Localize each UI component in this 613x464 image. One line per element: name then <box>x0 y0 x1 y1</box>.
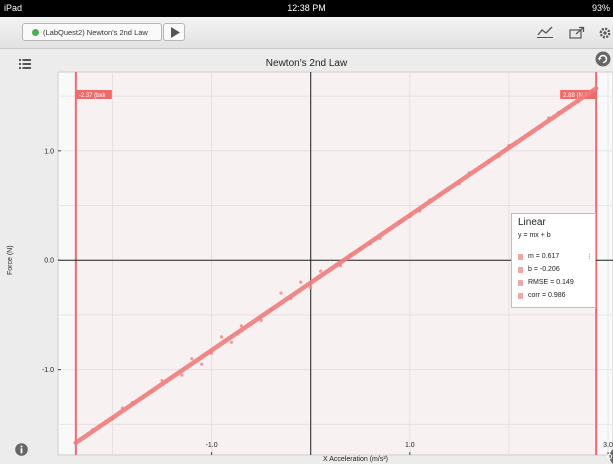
gear-icon[interactable] <box>598 26 612 40</box>
selection-end-tag <box>560 90 597 99</box>
y-tick-label: 1.0 <box>44 148 54 155</box>
graph-title: Newton's 2nd Law <box>265 58 348 69</box>
y-axis-title: Force (N) <box>7 245 14 275</box>
status-bar: iPad 12:38 PM 93% <box>0 0 613 17</box>
toolbar: (LabQuest2) Newton's 2nd Law <box>0 17 613 49</box>
data-point <box>219 335 224 339</box>
zoom-icon[interactable] <box>603 449 613 464</box>
play-button[interactable] <box>163 23 185 41</box>
data-point <box>239 324 243 328</box>
x-axis-title: X Acceleration (m/s²) <box>323 456 388 463</box>
fit-correlation: corr = 0.986 <box>528 292 566 299</box>
status-time: 12:38 PM <box>287 3 326 13</box>
source-tab[interactable]: (LabQuest2) Newton's 2nd Law <box>22 23 162 41</box>
fit-equation: y = mx + b <box>518 232 551 239</box>
data-point <box>190 357 194 361</box>
selection-end-label: 2.88 (N,F <box>563 93 588 99</box>
list-icon[interactable] <box>19 59 31 69</box>
fit-swatch <box>518 280 523 286</box>
selection-start-tag <box>75 90 112 99</box>
source-tab-label: (LabQuest2) Newton's 2nd Law <box>43 28 148 37</box>
info-icon[interactable] <box>15 443 28 456</box>
share-icon[interactable] <box>569 26 585 39</box>
x-tick-label: 3.0 <box>603 442 613 449</box>
fit-line <box>73 86 599 446</box>
data-point <box>279 291 283 295</box>
fit-swatch <box>518 254 523 260</box>
selection-start-label: -2.37 (bxk <box>79 93 107 99</box>
fit-slope: m = 0.617 <box>528 253 560 260</box>
battery-label: 93% <box>591 3 610 13</box>
x-tick-label: -1.0 <box>206 442 218 449</box>
device-label: iPad <box>4 3 23 13</box>
graph-panel: -2.37 (bxk 2.88 (N,F -1.0 1.0 3.0 1.0 0.0 -1.0… <box>0 49 613 464</box>
y-tick-label: -1.0 <box>42 367 54 374</box>
data-point <box>229 340 234 344</box>
connection-status-icon <box>32 29 39 36</box>
linear-fit-box[interactable]: Linear y = mx + b m = 0.617 b = -0.206 R… <box>511 213 596 308</box>
data-point <box>309 285 313 290</box>
fit-options-handle[interactable]: ⁝ <box>588 252 591 261</box>
data-point <box>299 280 303 284</box>
autoscale-icon[interactable] <box>595 51 611 67</box>
fit-intercept: b = -0.206 <box>528 266 560 273</box>
data-point <box>319 269 323 273</box>
data-point <box>200 362 204 366</box>
x-tick-label: 1.0 <box>405 442 415 449</box>
y-tick-label: 0.0 <box>44 258 54 265</box>
fit-swatch <box>518 267 523 273</box>
fit-rmse: RMSE = 0.149 <box>528 279 574 286</box>
graph-view-icon[interactable] <box>537 26 553 38</box>
data-point <box>180 373 184 377</box>
fit-title: Linear <box>518 217 546 228</box>
play-icon <box>171 27 180 38</box>
fit-swatch <box>518 293 523 299</box>
